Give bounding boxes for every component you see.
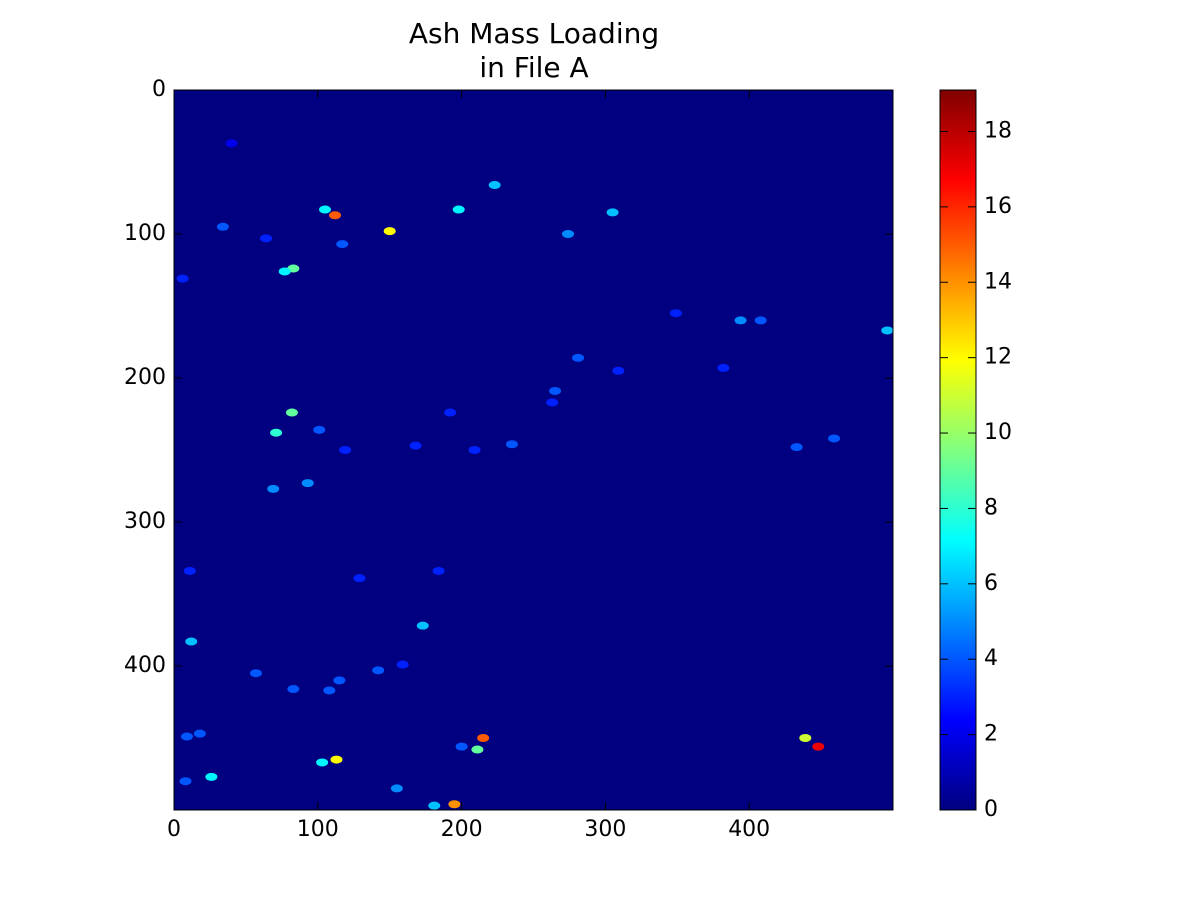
heat-cell <box>468 446 481 454</box>
heat-cell <box>488 181 501 190</box>
heat-cell <box>828 434 841 443</box>
colorbar-tick-label: 18 <box>984 118 1012 143</box>
heat-cell <box>323 686 336 695</box>
y-tick-label: 100 <box>124 221 166 246</box>
chart-title: in File A <box>479 51 588 84</box>
heat-cell <box>339 446 352 454</box>
heat-cell <box>336 240 349 249</box>
colorbar <box>940 90 976 810</box>
heat-cell <box>301 479 314 488</box>
colorbar-frame <box>939 89 977 811</box>
heat-cell <box>313 425 326 434</box>
heat-cell <box>267 484 280 493</box>
heat-cell <box>812 742 825 751</box>
heat-cell <box>452 205 465 214</box>
y-tick-label: 200 <box>124 365 166 390</box>
y-tick-label: 0 <box>152 77 166 102</box>
heat-cell <box>444 408 457 417</box>
x-tick-label: 100 <box>297 817 339 842</box>
heat-cell <box>205 772 218 781</box>
plot-area <box>174 90 893 810</box>
heat-cell <box>790 443 803 452</box>
colorbar-tick-label: 4 <box>984 646 998 671</box>
heat-cell <box>799 734 812 742</box>
heat-cell <box>176 274 189 283</box>
heat-cell <box>383 227 396 236</box>
heat-cell <box>180 732 193 741</box>
x-tick-label: 200 <box>441 817 483 842</box>
heat-cell <box>549 386 562 395</box>
heat-cell <box>278 267 291 276</box>
heat-cell <box>270 428 283 437</box>
heat-cell <box>572 353 585 362</box>
x-tick-label: 400 <box>728 817 770 842</box>
colorbar-tick-label: 0 <box>984 797 998 822</box>
heat-cell <box>260 234 273 243</box>
heat-cell <box>881 326 893 335</box>
heat-cell <box>285 408 298 417</box>
heat-cell <box>455 742 468 751</box>
x-tick-label: 300 <box>584 817 626 842</box>
heat-cell <box>225 139 238 148</box>
colorbar-tick-label: 10 <box>984 420 1012 445</box>
heat-cell <box>330 755 343 764</box>
heat-cell <box>734 316 747 325</box>
heat-cell <box>669 309 682 318</box>
colorbar-tick-label: 14 <box>984 269 1012 294</box>
chart-title: Ash Mass Loading <box>409 17 659 50</box>
heat-cell <box>416 621 429 630</box>
x-tick-label: 0 <box>167 817 181 842</box>
colorbar-tick-label: 6 <box>984 571 998 596</box>
colorbar-tick-label: 2 <box>984 722 998 747</box>
heat-cell <box>353 574 366 583</box>
heat-cell <box>316 758 329 767</box>
heat-cell <box>505 440 518 449</box>
colorbar-tick-label: 8 <box>984 495 998 520</box>
heat-cell <box>409 441 422 450</box>
heat-cell <box>612 366 625 375</box>
heat-cell <box>193 729 206 738</box>
colorbar-tick-label: 12 <box>984 345 1012 370</box>
heat-cell <box>448 800 461 809</box>
heat-cell <box>477 734 490 742</box>
heat-cell <box>179 777 192 786</box>
colorbar-tick-label: 16 <box>984 194 1012 219</box>
heat-cell <box>562 230 575 238</box>
y-tick-label: 400 <box>124 653 166 678</box>
heat-cell <box>318 205 331 214</box>
heat-cell <box>329 211 342 220</box>
heat-cell <box>396 660 409 669</box>
heat-cell <box>606 208 619 217</box>
heat-cell <box>249 669 262 678</box>
heat-cell <box>471 745 484 754</box>
heat-cell <box>754 316 767 325</box>
heat-cell <box>428 801 441 810</box>
heat-cell <box>546 398 559 407</box>
heat-cell <box>717 363 730 372</box>
heat-cell <box>390 784 403 793</box>
heat-cell <box>372 666 385 675</box>
heat-cell <box>185 637 198 646</box>
y-tick-label: 300 <box>124 509 166 534</box>
heat-cell <box>287 685 300 694</box>
heat-cell <box>333 676 346 685</box>
heat-cell <box>432 566 445 575</box>
heat-cell <box>183 566 196 575</box>
axes-frame <box>173 89 894 811</box>
heat-cell <box>216 222 229 231</box>
heatmap-background <box>174 90 893 810</box>
